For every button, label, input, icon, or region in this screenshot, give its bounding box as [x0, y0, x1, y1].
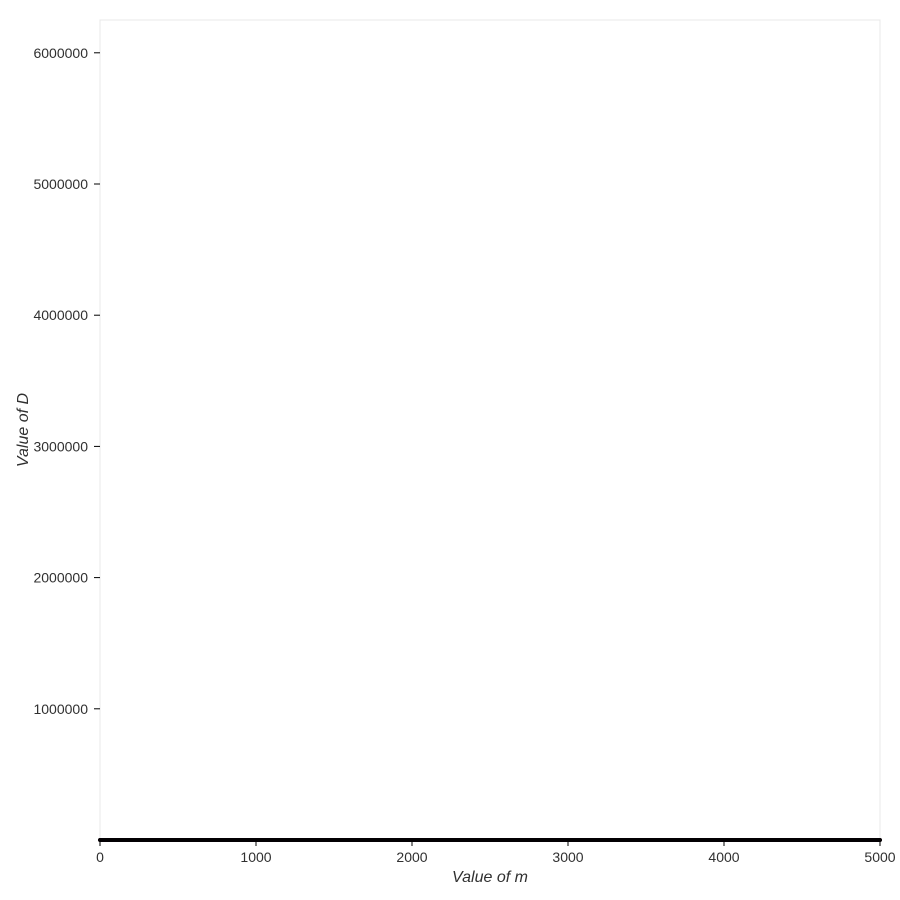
x-tick-label: 1000 [240, 849, 271, 865]
plot-background [0, 0, 900, 900]
y-tick-label: 3000000 [33, 438, 88, 454]
x-tick-label: 4000 [708, 849, 739, 865]
x-tick-label: 5000 [864, 849, 895, 865]
x-axis-label: Value of m [452, 869, 528, 886]
y-axis-label: Value of D [15, 393, 32, 468]
y-tick-label: 4000000 [33, 307, 88, 323]
y-tick-label: 6000000 [33, 45, 88, 61]
y-tick-label: 2000000 [33, 570, 88, 586]
x-tick-label: 0 [96, 849, 104, 865]
y-tick-label: 5000000 [33, 176, 88, 192]
x-tick-label: 3000 [552, 849, 583, 865]
y-tick-label: 1000000 [33, 701, 88, 717]
x-tick-label: 2000 [396, 849, 427, 865]
